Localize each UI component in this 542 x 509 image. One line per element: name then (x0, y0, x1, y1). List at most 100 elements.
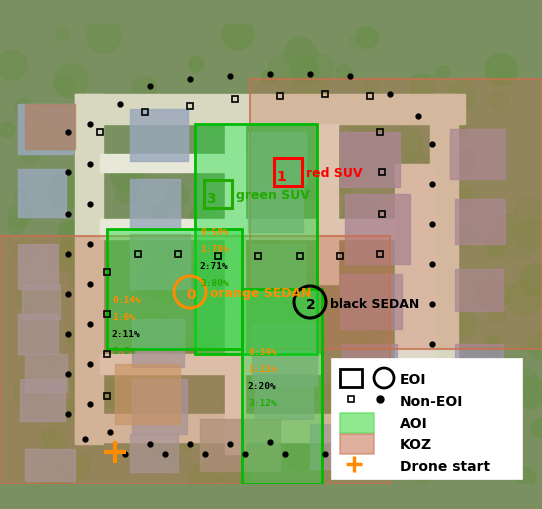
Circle shape (263, 262, 278, 276)
Circle shape (477, 278, 509, 310)
Circle shape (272, 382, 292, 402)
Circle shape (306, 55, 333, 82)
Bar (332, 359, 522, 479)
Circle shape (276, 92, 293, 108)
Bar (75, 95, 465, 125)
Circle shape (399, 177, 414, 191)
Text: 0: 0 (186, 288, 196, 301)
Circle shape (220, 225, 255, 262)
Circle shape (531, 419, 542, 438)
Circle shape (456, 188, 472, 204)
Circle shape (426, 424, 457, 455)
Circle shape (247, 233, 281, 267)
Circle shape (350, 36, 362, 48)
Circle shape (362, 81, 378, 98)
Circle shape (409, 459, 434, 483)
Circle shape (36, 458, 66, 488)
Circle shape (403, 210, 436, 243)
Circle shape (51, 243, 80, 272)
Circle shape (20, 144, 40, 164)
Circle shape (331, 266, 357, 292)
Circle shape (454, 227, 475, 248)
Bar (75, 95, 103, 444)
Bar (130, 110, 188, 162)
Text: 0:14%: 0:14% (112, 295, 141, 304)
Circle shape (300, 332, 327, 360)
Circle shape (0, 51, 27, 81)
Bar (195, 125, 317, 354)
Bar (225, 125, 245, 454)
Text: 1:6%: 1:6% (112, 313, 135, 321)
Bar (100, 354, 320, 374)
Circle shape (223, 393, 251, 421)
Bar (340, 413, 374, 433)
Bar (20, 379, 65, 421)
Bar (115, 364, 180, 424)
Circle shape (241, 278, 256, 294)
Text: Non-EOI: Non-EOI (400, 394, 463, 408)
Circle shape (59, 221, 80, 242)
Circle shape (507, 281, 541, 316)
Bar (195, 125, 317, 354)
Bar (274, 159, 302, 187)
Circle shape (408, 318, 429, 339)
Circle shape (123, 165, 139, 181)
Circle shape (237, 130, 255, 148)
Circle shape (436, 67, 449, 80)
Circle shape (219, 464, 253, 497)
Circle shape (80, 247, 95, 263)
Circle shape (516, 220, 542, 251)
Circle shape (164, 360, 176, 372)
Bar (250, 80, 542, 349)
Text: Drone start: Drone start (400, 459, 490, 473)
Text: 2:11%: 2:11% (112, 329, 141, 338)
Circle shape (403, 232, 439, 268)
Circle shape (170, 339, 201, 370)
Bar (248, 185, 303, 233)
Circle shape (56, 28, 69, 41)
Bar (455, 269, 503, 312)
Circle shape (337, 318, 367, 348)
Circle shape (87, 19, 121, 53)
Bar (75, 414, 415, 442)
Circle shape (54, 65, 88, 99)
Circle shape (302, 171, 328, 197)
Circle shape (527, 333, 542, 360)
Circle shape (303, 210, 316, 222)
Circle shape (145, 237, 171, 263)
Circle shape (317, 418, 333, 435)
Bar (318, 125, 338, 285)
Circle shape (516, 468, 535, 487)
Bar (345, 194, 410, 265)
Bar (132, 319, 184, 367)
Circle shape (156, 240, 189, 273)
Text: 2: 2 (306, 297, 316, 312)
Circle shape (410, 103, 434, 126)
Circle shape (341, 202, 372, 233)
Circle shape (441, 382, 459, 400)
Circle shape (23, 301, 36, 315)
Circle shape (285, 179, 317, 211)
Circle shape (398, 212, 421, 236)
Circle shape (59, 399, 74, 414)
Circle shape (398, 264, 417, 282)
Bar (22, 285, 60, 319)
Circle shape (189, 263, 209, 282)
Circle shape (470, 423, 495, 447)
Circle shape (268, 55, 300, 88)
Circle shape (441, 384, 462, 405)
Bar (430, 95, 458, 444)
Bar (450, 419, 502, 461)
Circle shape (69, 324, 99, 353)
Circle shape (338, 391, 360, 414)
Circle shape (55, 77, 74, 96)
Circle shape (14, 189, 27, 203)
Circle shape (261, 71, 275, 85)
Circle shape (133, 77, 156, 101)
Circle shape (44, 351, 59, 365)
Circle shape (393, 170, 429, 205)
Circle shape (8, 217, 25, 234)
Circle shape (514, 199, 542, 230)
Bar (395, 165, 435, 424)
Circle shape (50, 402, 78, 429)
